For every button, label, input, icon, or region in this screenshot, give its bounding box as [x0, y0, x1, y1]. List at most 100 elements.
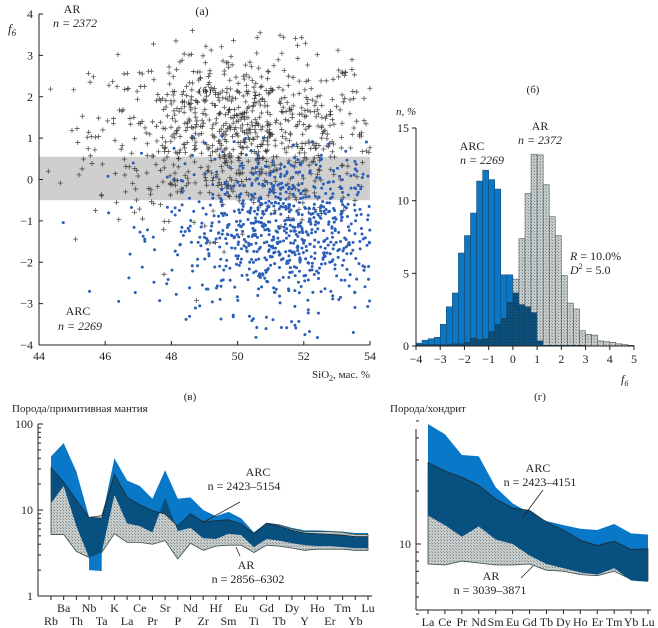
ar-point — [122, 172, 128, 178]
arc-point — [272, 237, 276, 241]
arc-point — [311, 140, 315, 144]
arc-point — [307, 207, 311, 211]
ar-point — [343, 70, 349, 76]
arc-point — [354, 162, 358, 166]
arc-point — [272, 212, 276, 216]
ar-point — [338, 145, 344, 151]
ar-point — [202, 60, 208, 66]
arc-point — [223, 182, 227, 186]
ar-point — [196, 132, 202, 138]
y-tick-label: 10 — [397, 194, 409, 208]
ar-point — [256, 65, 262, 71]
arc-point — [207, 254, 211, 258]
ar-point — [283, 149, 289, 155]
arc-point — [368, 299, 372, 303]
ar-point — [229, 62, 235, 68]
ar-point — [236, 104, 242, 110]
arc-point — [341, 249, 345, 253]
arc-point — [367, 204, 371, 208]
arc-point — [272, 204, 276, 208]
arc-point — [321, 200, 325, 204]
arc-point — [188, 224, 192, 228]
ar-point — [209, 178, 215, 184]
arc-point — [173, 206, 177, 210]
arc-point — [317, 240, 321, 244]
arc-point — [61, 221, 65, 225]
ar-point — [124, 70, 130, 76]
arc-point — [331, 294, 335, 298]
ar-point — [217, 146, 223, 152]
arc-point — [308, 329, 312, 333]
arc-point — [255, 176, 259, 180]
arc-point — [310, 261, 314, 265]
ar-point — [80, 156, 86, 162]
arc-point — [236, 254, 240, 258]
arc-bar — [482, 169, 489, 347]
ar-point — [221, 71, 227, 77]
ar-point — [277, 121, 283, 127]
arc-point — [297, 230, 301, 234]
arc-point — [254, 219, 258, 223]
arc-point — [211, 192, 215, 196]
ar-point — [258, 84, 264, 90]
arc-point — [336, 255, 340, 259]
ar-point — [228, 98, 234, 104]
arc-point — [277, 250, 281, 254]
arc-point — [245, 249, 249, 253]
arc-point — [166, 278, 170, 282]
ar-point — [237, 170, 243, 176]
arc-point — [345, 252, 349, 256]
ar-point — [319, 114, 325, 120]
arc-point — [333, 267, 337, 271]
ar-point — [367, 85, 373, 91]
ar-point — [283, 136, 289, 142]
ar-point — [302, 108, 308, 114]
ar-point — [170, 88, 176, 94]
ar-point — [285, 144, 291, 150]
arc-point — [255, 212, 259, 216]
ar-point — [205, 164, 211, 170]
arc-point — [214, 174, 218, 178]
arc-point — [287, 161, 291, 165]
arc-point — [298, 258, 302, 262]
ar-point — [302, 141, 308, 147]
ar-point — [248, 169, 254, 175]
overlap-bar — [506, 302, 514, 347]
arc-point — [341, 203, 345, 207]
ar-point — [227, 93, 233, 99]
arc-point — [284, 250, 288, 254]
arc-point — [330, 231, 334, 235]
ar-point — [138, 83, 144, 89]
ar-point — [211, 135, 217, 141]
arc-point — [309, 212, 313, 216]
ar-point — [259, 97, 265, 103]
ar-point — [286, 73, 292, 79]
arc-point — [279, 204, 283, 208]
arc-point — [255, 326, 259, 330]
arc-point — [285, 218, 289, 222]
ar-point — [205, 81, 211, 87]
ar-point — [315, 107, 321, 113]
arc-point — [196, 240, 200, 244]
arc-point — [340, 198, 344, 202]
ar-point — [327, 122, 333, 128]
arc-point — [218, 264, 222, 268]
ar-point — [342, 96, 348, 102]
ar-point — [228, 86, 234, 92]
arc-point — [256, 208, 260, 212]
ar-point — [308, 146, 314, 152]
ar-point — [239, 122, 245, 128]
ar-point — [160, 96, 166, 102]
arc-point — [303, 279, 307, 283]
x-tick-label: Dy — [285, 601, 300, 615]
ar-point — [316, 142, 322, 148]
arc-point — [343, 236, 347, 240]
ar-point — [263, 87, 269, 93]
arc-point — [318, 164, 322, 168]
arc-point — [289, 163, 293, 167]
ar-point — [235, 133, 241, 139]
arc-point — [272, 286, 276, 290]
arc-point — [228, 266, 232, 270]
arc-point — [206, 247, 210, 251]
arc-point — [215, 284, 219, 288]
